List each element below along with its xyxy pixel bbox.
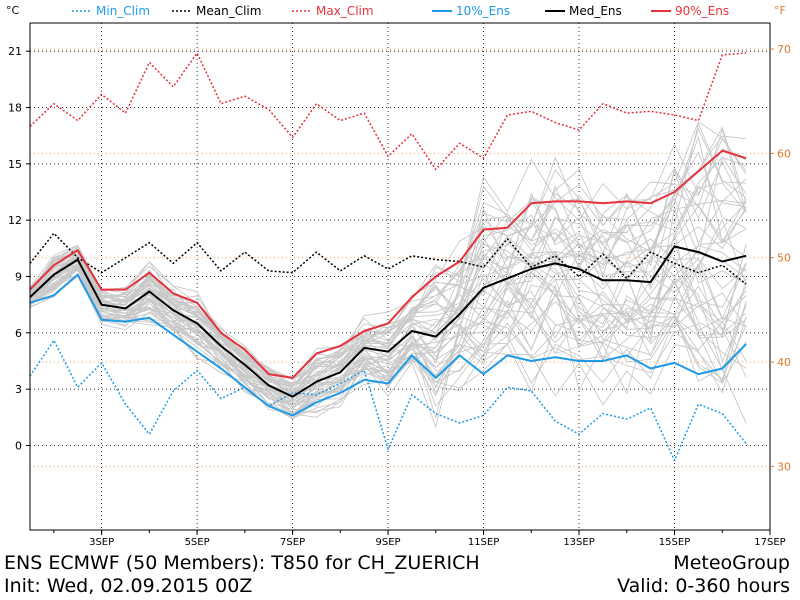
y-tick-label: 3 (15, 383, 22, 396)
x-tick-label: 7SEP (280, 537, 305, 548)
axes: 3SEP 5SEP 7SEP 9SEP 11SEP 13SEP 15SEP 17SEP 0 3 6 9… (8, 43, 791, 548)
ensemble-member-line (29, 160, 747, 395)
y-tick-label: 21 (8, 45, 22, 58)
x-tick-label: 11SEP (468, 537, 499, 548)
series-line-min-clim (29, 339, 747, 462)
x-tick-label: 5SEP (185, 537, 210, 548)
f-tick-label: 30 (777, 460, 791, 473)
y-axis-label-right: °F (774, 4, 786, 17)
ensemble-member-line (29, 260, 747, 406)
ensemble-member-line (29, 267, 747, 406)
x-tick-label: 3SEP (89, 537, 114, 548)
y-tick-label: 18 (8, 102, 22, 115)
ensemble-member-line (29, 260, 747, 416)
footer-title: ENS ECMWF (50 Members): T850 for CH_ZUER… (4, 552, 480, 574)
legend-label-median: Med_Ens (569, 4, 622, 18)
legend-label-p10: 10%_Ens (456, 4, 510, 18)
x-tick-label: 15SEP (659, 537, 690, 548)
ensemble-member-line (29, 128, 747, 380)
y-tick-label: 0 (15, 440, 22, 453)
legend-label-min-clim: Min_Clim (96, 4, 150, 18)
y-axis-label-left: °C (6, 4, 20, 17)
ensemble-member-line (29, 233, 747, 410)
legend-label-max-clim: Max_Clim (316, 4, 374, 18)
ensemble-member-line (29, 268, 747, 419)
legend-label-mean-clim: Mean_Clim (196, 4, 261, 18)
ensemble-members (29, 121, 747, 429)
footer-brand: MeteoGroup (673, 552, 790, 574)
x-tick-label: 17SEP (754, 537, 785, 548)
series-lines (29, 52, 747, 462)
legend-label-p90: 90%_Ens (675, 4, 729, 18)
series-line-p90 (29, 149, 747, 379)
series-line-p10 (29, 273, 747, 417)
legend: Min_Clim Mean_Clim Max_Clim 10%_Ens Med_Ens 9… (72, 4, 729, 18)
f-tick-label: 70 (777, 43, 791, 56)
ensemble-member-line (29, 192, 747, 396)
x-tick-label: 13SEP (563, 537, 594, 548)
ensemble-member-line (29, 265, 747, 419)
ensemble-member-line (29, 275, 747, 429)
ensemble-member-line (29, 137, 747, 388)
y-tick-label: 9 (15, 271, 22, 284)
ensemble-member-line (29, 243, 747, 402)
ensemble-member-line (29, 269, 747, 419)
series-line-mean-clim (29, 232, 747, 285)
y-tick-label: 6 (15, 327, 22, 340)
footer-valid: Valid: 0-360 hours (617, 575, 790, 597)
f-tick-label: 50 (777, 252, 791, 265)
footer-init: Init: Wed, 02.09.2015 00Z (4, 575, 253, 597)
x-tick-label: 9SEP (376, 537, 401, 548)
ensemble-member-line (29, 265, 747, 416)
y-tick-label: 15 (8, 158, 22, 171)
ensemble-member-line (29, 275, 747, 418)
series-line-median (29, 245, 747, 398)
ensemble-member-line (29, 207, 747, 398)
f-tick-label: 40 (777, 356, 791, 369)
f-tick-label: 60 (777, 147, 791, 160)
ensemble-member-line (29, 135, 747, 388)
y-tick-label: 12 (8, 214, 22, 227)
series-line-max-clim (29, 52, 747, 171)
